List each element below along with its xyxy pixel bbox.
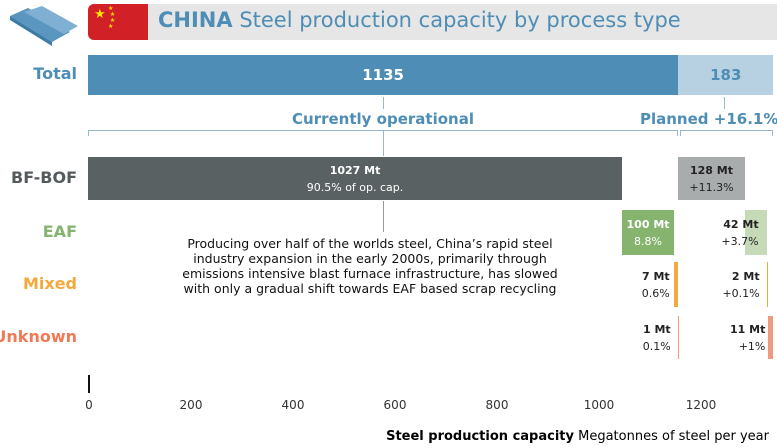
x-tick-label: 1200	[685, 398, 717, 412]
axis-zero-line	[88, 375, 90, 393]
row-label-eaf: EAF	[42, 221, 77, 241]
label-eaf-planned: 42 Mt +3.7%	[721, 217, 759, 248]
label-eaf-operational: 100 Mt 8.8%	[626, 217, 670, 248]
chart-title: CHINA Steel production capacity by proce…	[158, 8, 681, 32]
bar-mixed-operational	[674, 262, 678, 307]
x-axis-label: Steel production capacity Megatonnes of …	[386, 429, 769, 444]
bar-mixed-planned	[766, 262, 768, 307]
row-label-unknown: Unknown	[0, 326, 77, 346]
row-label-mixed: Mixed	[22, 273, 77, 293]
annotation: Producing over half of the worlds steel,…	[182, 236, 558, 296]
bar-bf-bof-operational	[88, 157, 623, 200]
row-label-total: Total	[33, 64, 77, 83]
x-tick-label: 400	[281, 398, 305, 412]
bar-unknown-planned	[767, 316, 774, 359]
bar-bf-bof-planned	[678, 157, 745, 200]
label-mixed-planned: 2 Mt +0.1%	[722, 269, 760, 300]
bar-total-planned: 183	[678, 55, 774, 95]
label-mixed-operational: 7 Mt 0.6%	[641, 269, 670, 300]
bar-eaf-planned	[744, 210, 767, 255]
bar-total-operational: 1135	[88, 55, 679, 95]
china-flag-icon: ★ ★ ★ ★ ★	[88, 4, 148, 40]
label-bf-bof-operational: 1027 Mt 90.5% of op. cap.	[306, 163, 404, 194]
title-bar	[148, 4, 777, 40]
x-tick-label: 800	[485, 398, 509, 412]
x-tick-label: 0	[85, 398, 93, 412]
group-label-operational: Currently operational	[250, 110, 516, 128]
x-tick-label: 200	[179, 398, 203, 412]
label-bf-bof-planned: 128 Mt +11.3%	[689, 163, 734, 194]
label-unknown-operational: 1 Mt 0.1%	[642, 322, 671, 353]
label-unknown-planned: 11 Mt +1%	[730, 322, 766, 353]
x-tick-label: 600	[383, 398, 407, 412]
bar-unknown-operational	[677, 316, 679, 359]
steel-beams-icon	[10, 6, 78, 46]
row-label-bf-bof: BF-BOF	[11, 167, 77, 187]
bar-eaf-operational	[622, 210, 675, 255]
x-tick-label: 1000	[583, 398, 615, 412]
group-label-planned: Planned +16.1%	[640, 110, 777, 128]
